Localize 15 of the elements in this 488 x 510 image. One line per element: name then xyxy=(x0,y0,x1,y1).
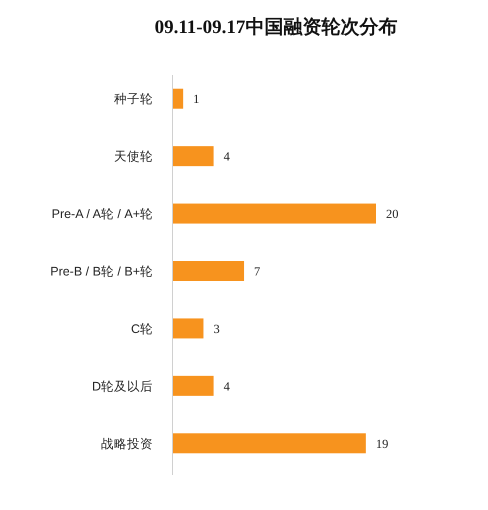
y-tick-label: C轮 xyxy=(130,322,153,336)
y-tick-label: 种子轮 xyxy=(114,92,153,106)
y-tick-label: 战略投资 xyxy=(101,436,153,451)
y-tick-label: 天使轮 xyxy=(114,150,153,164)
data-label: 19 xyxy=(376,436,388,451)
data-label: 4 xyxy=(224,379,231,394)
y-tick-label: D轮及以后 xyxy=(92,379,153,394)
data-label: 3 xyxy=(213,322,220,336)
y-tick-label: Pre-B / B轮 / B+轮 xyxy=(50,264,153,278)
y-tick-label: Pre-A / A轮 / A+轮 xyxy=(52,207,153,222)
data-label: 1 xyxy=(193,92,200,106)
title: 09.11-09.17中国融资轮次分布 xyxy=(154,17,398,38)
data-label: 4 xyxy=(224,150,231,164)
data-label: 20 xyxy=(386,207,398,222)
data-label: 7 xyxy=(254,264,260,278)
